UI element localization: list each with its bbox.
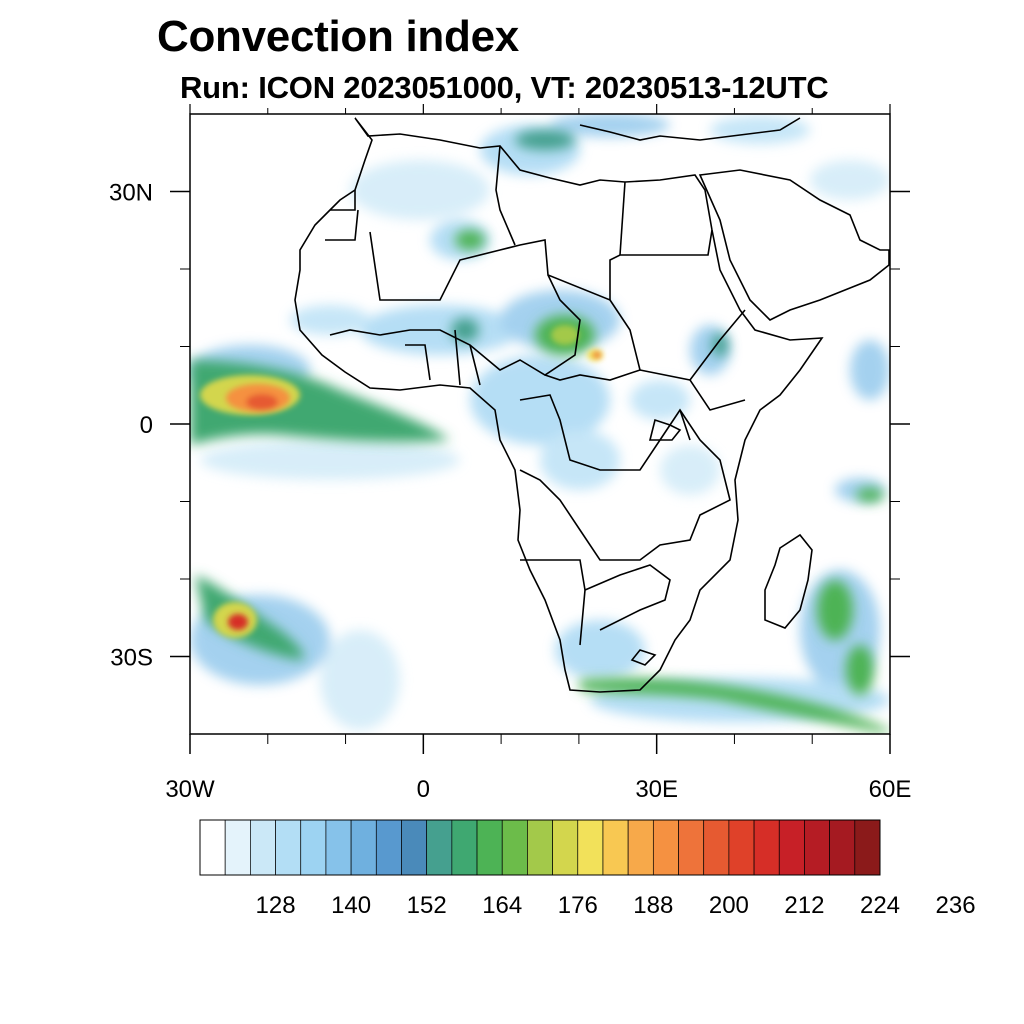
field-cell: [555, 620, 645, 680]
border-algeria-libya: [495, 145, 516, 246]
colorbar: [199, 819, 881, 876]
colorbar-swatch: [627, 819, 654, 876]
colorbar-swatch: [678, 819, 705, 876]
field-cell: [551, 325, 579, 345]
colorbar-swatch: [703, 819, 730, 876]
field-cell: [246, 394, 278, 410]
field-cell: [455, 230, 485, 250]
colorbar-label: 224: [860, 892, 900, 919]
field-cell: [660, 445, 720, 495]
colorbar-swatch: [577, 819, 604, 876]
field-cell: [710, 116, 810, 144]
border-ethiopia-sudan: [639, 309, 746, 411]
lon-tick-label: 30E: [635, 776, 678, 803]
field-cell: [593, 352, 601, 358]
lon-tick-label: 60E: [869, 776, 912, 803]
field-cell: [850, 340, 890, 400]
map-title: Convection index: [157, 12, 519, 61]
border-western-sahara: [325, 190, 359, 241]
colorbar-labels: 128 140 152 164 176 188 200 212 224 236: [256, 892, 976, 919]
field-cell: [856, 488, 884, 502]
field-cell: [540, 430, 620, 490]
colorbar-swatch: [778, 819, 805, 876]
colorbar-swatch: [451, 819, 478, 876]
border-central-africa: [519, 394, 731, 561]
lat-tick-label: 0: [140, 412, 153, 439]
field-cell: [451, 318, 479, 342]
colorbar-label: 152: [407, 892, 447, 919]
lat-tick-label: 30S: [110, 645, 153, 672]
field-low: [190, 114, 890, 730]
field-cell: [200, 440, 460, 480]
field-cell: [580, 678, 889, 734]
lat-tick-label: 30N: [109, 180, 153, 207]
field-cell: [515, 130, 575, 150]
colorbar-swatch: [652, 819, 679, 876]
colorbar-label: 140: [331, 892, 371, 919]
border-west-africa: [405, 329, 481, 386]
field-cell: [810, 160, 890, 200]
colorbar-swatch: [527, 819, 553, 876]
colorbar-swatch: [224, 819, 251, 876]
colorbar-swatch: [829, 819, 856, 876]
colorbar-swatch: [325, 819, 352, 876]
colorbar-label: 200: [709, 892, 749, 919]
colorbar-label: 176: [558, 892, 598, 919]
colorbar-label: 128: [256, 892, 296, 919]
border-libya-egypt: [619, 181, 626, 256]
colorbar-swatch: [602, 819, 629, 876]
field-cell: [320, 630, 400, 730]
field-cell: [712, 333, 728, 357]
field-cell: [630, 380, 690, 420]
arabia-coastline: [698, 169, 890, 321]
coastlines: [294, 117, 890, 693]
lon-tick-label: 0: [417, 776, 430, 803]
colorbar-label: 236: [936, 892, 976, 919]
colorbar-swatch: [854, 819, 881, 876]
colorbar-frame: [199, 819, 881, 876]
colorbar-swatch: [250, 819, 276, 876]
africa-coastline: [294, 117, 824, 693]
mediterranean-north-coast: [579, 117, 801, 141]
field-peak: [226, 352, 601, 630]
convection-field: [190, 114, 890, 734]
colorbar-swatch: [753, 819, 780, 876]
colorbar-swatch: [275, 819, 302, 876]
border-southern-africa: [520, 559, 671, 666]
lon-tick-label: 30W: [165, 776, 215, 803]
colorbar-swatch: [804, 819, 830, 876]
field-cell: [550, 114, 670, 137]
colorbar-label: 164: [482, 892, 522, 919]
colorbar-swatch: [375, 819, 402, 876]
field-cell: [290, 305, 370, 335]
field-cell: [846, 645, 874, 695]
map-subtitle: Run: ICON 2023051000, VT: 20230513-12UTC: [180, 70, 829, 105]
colorbar-swatch: [552, 819, 579, 876]
colorbar-swatch: [401, 819, 428, 876]
colorbar-swatch: [476, 819, 503, 876]
field-cell: [350, 160, 490, 220]
colorbar-label: 188: [633, 892, 673, 919]
field-cell: [817, 580, 853, 640]
lake-victoria: [648, 409, 691, 441]
axis-tick-labels: 30W 0 30E 60E 30N 0 30S: [109, 180, 911, 804]
colorbar-swatch: [199, 819, 226, 876]
colorbar-swatch: [426, 819, 453, 876]
colorbar-swatch: [350, 819, 377, 876]
field-cell: [470, 355, 610, 445]
colorbar-label: 212: [784, 892, 824, 919]
axis-ticks: [170, 104, 910, 754]
border-sahel: [329, 274, 581, 376]
madagascar-coastline: [764, 533, 813, 629]
colorbar-swatch: [300, 819, 327, 876]
colorbar-swatch: [728, 819, 755, 876]
field-cell: [228, 614, 248, 630]
colorbar-swatch: [501, 819, 528, 876]
border-sudan-car: [544, 299, 641, 381]
